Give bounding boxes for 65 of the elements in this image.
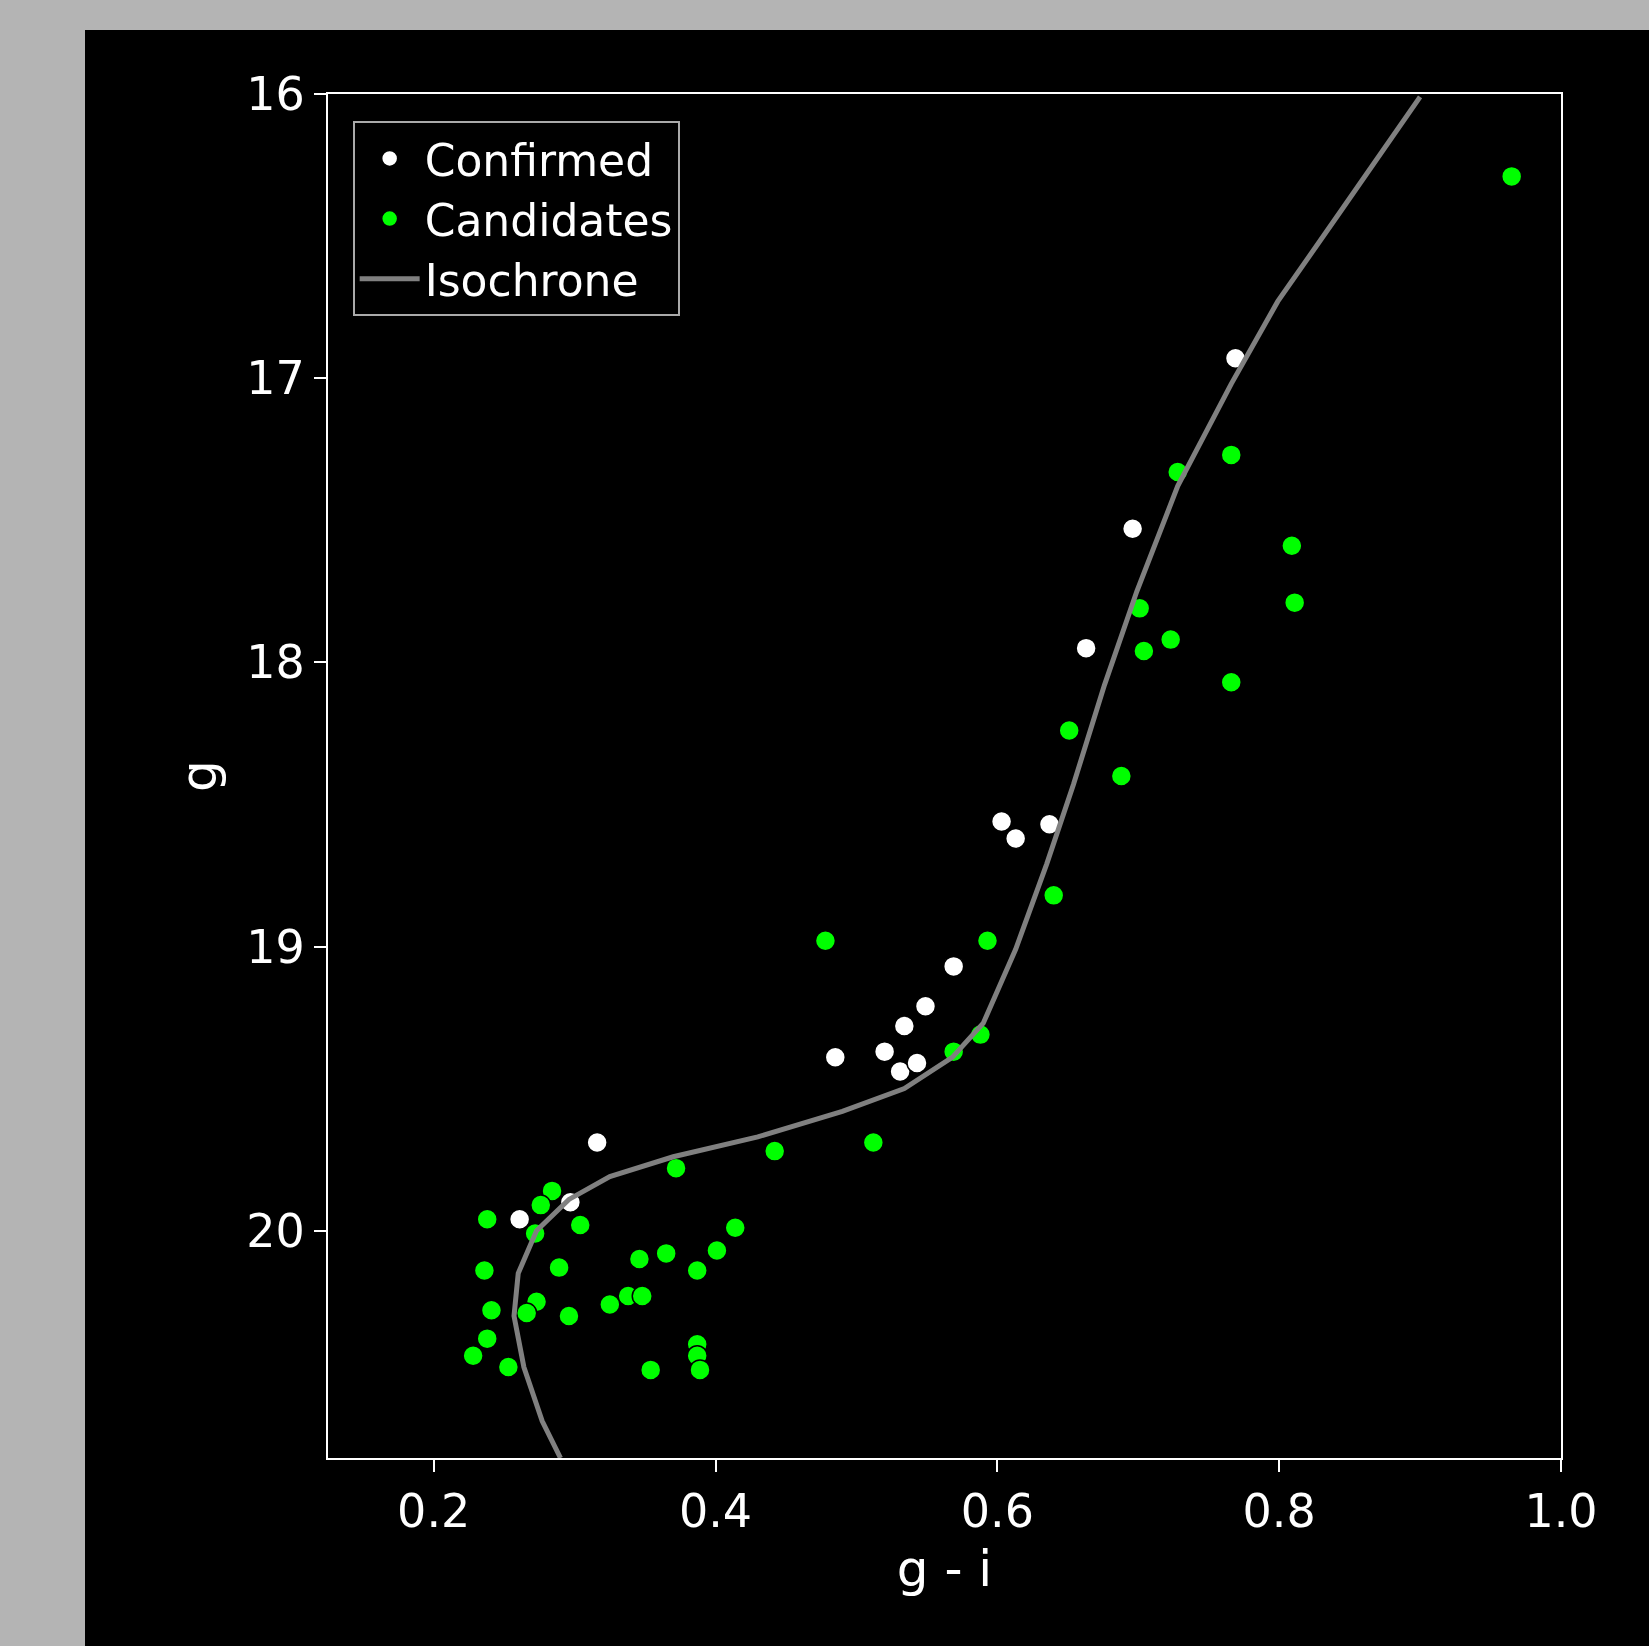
point	[1133, 640, 1155, 662]
y-tick-label: 20	[246, 1203, 305, 1258]
y-tick-label: 18	[246, 635, 305, 690]
point	[1075, 637, 1097, 659]
point	[914, 995, 937, 1017]
legend-label: Isochrone	[424, 254, 639, 306]
point	[665, 1157, 687, 1179]
y-tick-label: 19	[246, 919, 305, 974]
legend-label: Confirmed	[424, 134, 654, 186]
point	[541, 1180, 563, 1202]
point	[599, 1293, 621, 1316]
point	[873, 1040, 896, 1063]
x-tick-label: 1.0	[1524, 1484, 1598, 1539]
point	[1042, 884, 1065, 907]
point	[1159, 628, 1182, 651]
point	[586, 1131, 608, 1154]
point	[824, 1046, 847, 1069]
point	[942, 955, 965, 978]
point	[476, 1327, 498, 1350]
point	[639, 1359, 662, 1381]
point	[1110, 765, 1133, 787]
point	[906, 1052, 928, 1074]
point	[1121, 518, 1144, 540]
point	[976, 930, 999, 952]
point	[548, 1256, 570, 1279]
x-tick-label: 0.2	[397, 1484, 471, 1539]
point	[515, 1302, 538, 1324]
point	[558, 1305, 580, 1327]
point	[473, 1259, 496, 1282]
x-tick-label: 0.8	[1242, 1484, 1316, 1539]
point	[631, 1285, 653, 1307]
point	[462, 1344, 484, 1367]
legend-label: Candidates	[424, 194, 673, 246]
point	[1004, 827, 1027, 850]
point	[1500, 165, 1523, 188]
point	[724, 1217, 746, 1239]
point	[893, 1015, 916, 1037]
point	[655, 1242, 677, 1265]
point	[1283, 591, 1306, 614]
point	[814, 930, 837, 952]
y-tick-label: 16	[246, 67, 305, 122]
point	[889, 1060, 911, 1083]
point	[862, 1131, 885, 1154]
point	[530, 1194, 552, 1216]
point	[508, 1208, 531, 1231]
point	[497, 1356, 520, 1378]
point	[1220, 671, 1243, 693]
point	[569, 1214, 591, 1236]
point	[1281, 535, 1303, 557]
x-tick-label: 0.4	[678, 1484, 753, 1539]
point	[1058, 719, 1080, 742]
point	[990, 810, 1013, 833]
point	[1038, 813, 1061, 836]
x-axis-title: g - i	[896, 1540, 993, 1599]
point	[476, 1208, 498, 1231]
point	[706, 1239, 728, 1262]
point	[689, 1359, 711, 1381]
point	[686, 1259, 708, 1282]
x-tick-label: 0.6	[960, 1484, 1034, 1539]
y-tick-label: 17	[246, 351, 305, 406]
point	[480, 1299, 503, 1321]
point	[763, 1140, 786, 1162]
point	[628, 1248, 651, 1270]
point	[1220, 444, 1243, 466]
y-axis-title: g	[169, 760, 228, 792]
